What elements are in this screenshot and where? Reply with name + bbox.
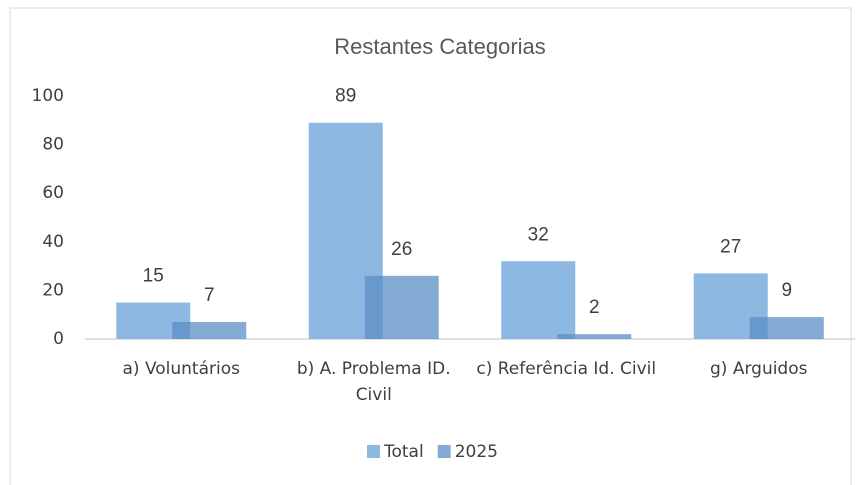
x-tick-line: Civil <box>356 385 392 405</box>
data-label: 15 <box>143 266 164 287</box>
x-tick-line: g) Arguidos <box>710 359 808 379</box>
data-label: 26 <box>391 239 412 260</box>
bar <box>749 317 824 339</box>
data-label: 2 <box>589 297 600 318</box>
legend-label: Total <box>383 442 424 462</box>
x-tick-label: g) Arguidos <box>710 359 808 379</box>
y-tick-label: 0 <box>53 329 64 349</box>
x-tick-label: a) Voluntários <box>123 359 241 379</box>
legend-swatch <box>367 445 380 458</box>
chart-title: Restantes Categorias <box>334 34 546 59</box>
legend-swatch <box>437 445 451 458</box>
x-tick-line: a) Voluntários <box>123 359 241 379</box>
x-tick-line: b) A. Problema ID. <box>297 359 451 379</box>
data-label: 9 <box>781 280 792 301</box>
y-tick-label: 40 <box>42 232 64 252</box>
chart-frame <box>9 7 852 485</box>
y-tick-label: 80 <box>42 135 64 155</box>
bar <box>364 275 439 339</box>
data-label: 89 <box>335 86 356 107</box>
legend-label: 2025 <box>455 442 498 462</box>
bar <box>172 321 247 339</box>
bar <box>501 261 576 339</box>
y-tick-label: 100 <box>32 86 64 106</box>
x-tick-label: c) Referência Id. Civil <box>476 359 656 379</box>
data-label: 27 <box>720 236 741 257</box>
y-tick-label: 20 <box>42 280 64 300</box>
bar <box>557 334 632 339</box>
data-label: 7 <box>204 285 215 306</box>
x-tick-label: b) A. Problema ID. Civil <box>297 359 451 405</box>
data-label: 32 <box>528 224 549 245</box>
x-tick-line: c) Referência Id. Civil <box>476 359 656 379</box>
y-tick-label: 60 <box>42 183 64 203</box>
